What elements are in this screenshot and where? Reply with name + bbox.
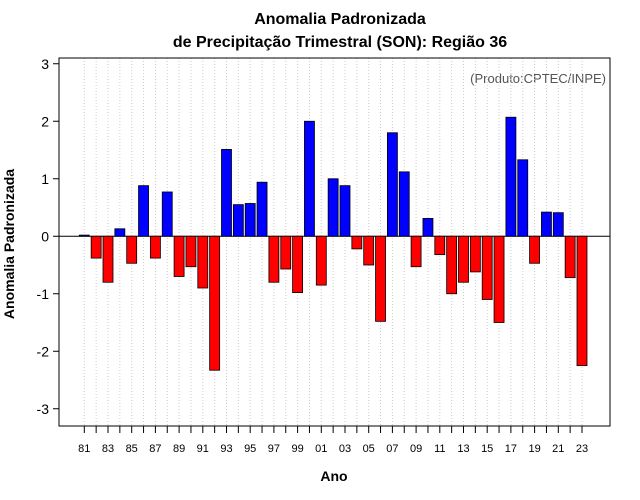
- x-tick-label: 11: [434, 443, 445, 455]
- bar-1985: [126, 235, 138, 264]
- bar-1999: [292, 235, 304, 293]
- bar-2022: [564, 235, 576, 279]
- y-axis: 3 2 1 0 -1 -2 -3: [37, 56, 59, 417]
- bar-2008: [398, 171, 410, 237]
- x-tick-label: 15: [481, 443, 493, 455]
- bar-1997: [268, 235, 280, 283]
- x-tick-label: 21: [552, 443, 564, 455]
- bar-1983: [102, 235, 114, 283]
- bar-2011: [434, 235, 446, 256]
- bar-2012: [446, 235, 458, 295]
- x-tick-label: 97: [268, 443, 280, 455]
- bar-2004: [351, 235, 363, 250]
- bar-2006: [375, 235, 386, 322]
- bar-2007: [386, 132, 398, 237]
- y-tick-label: 2: [41, 113, 49, 129]
- bar-2020: [541, 211, 552, 237]
- bar-1981: [78, 234, 90, 237]
- y-tick-label: -2: [37, 343, 50, 359]
- bar-1992: [209, 235, 221, 371]
- bar-2009: [410, 235, 422, 268]
- bar-2000: [304, 120, 315, 237]
- bar-1982: [90, 235, 102, 259]
- bar-2014: [469, 235, 481, 273]
- y-tick-label: -3: [37, 401, 50, 417]
- bar-2005: [363, 235, 375, 266]
- bar-1988: [161, 191, 173, 237]
- x-tick-label: 93: [220, 443, 232, 455]
- x-tick-label: 95: [244, 443, 256, 455]
- x-tick-label: 89: [173, 443, 185, 455]
- bar-2016: [493, 235, 505, 323]
- bar-1987: [149, 235, 161, 259]
- bar-1995: [244, 203, 256, 237]
- x-tick-label: 99: [291, 443, 303, 455]
- bar-1989: [173, 235, 185, 277]
- bar-1984: [114, 228, 126, 237]
- x-tick-label: 09: [410, 443, 422, 455]
- y-tick-label: -1: [37, 286, 50, 302]
- chart-title-line2: de Precipitação Trimestral (SON): Região…: [173, 34, 507, 51]
- bar-2023: [576, 235, 588, 367]
- x-tick-label: 83: [102, 443, 114, 455]
- bar-2017: [505, 116, 517, 237]
- bar-2001: [315, 235, 327, 286]
- y-tick-label: 1: [41, 171, 49, 187]
- bar-2013: [458, 235, 469, 283]
- bar-2019: [529, 235, 540, 264]
- x-axis: 81 83 85 87 89 91 93 95 97 99 01 03 05 07 09 11 13 15 17 19…: [78, 426, 588, 455]
- bar-2018: [517, 159, 529, 237]
- x-tick-label: 23: [576, 443, 588, 455]
- x-axis-label: Ano: [320, 468, 347, 484]
- bar-2003: [339, 185, 351, 237]
- x-tick-label: 13: [457, 443, 469, 455]
- x-tick-label: 17: [505, 443, 517, 455]
- bars-group: [78, 116, 588, 371]
- bar-2002: [327, 178, 339, 237]
- x-tick-label: 01: [315, 443, 327, 455]
- y-tick-label: 0: [41, 228, 49, 244]
- x-tick-label: 05: [363, 443, 375, 455]
- x-tick-label: 03: [339, 443, 351, 455]
- bar-1990: [185, 235, 197, 268]
- bar-1998: [280, 235, 292, 270]
- x-tick-label: 87: [149, 443, 161, 455]
- product-credit: (Produto:CPTEC/INPE): [470, 71, 606, 86]
- x-tick-label: 81: [78, 443, 90, 455]
- bar-1986: [138, 185, 149, 237]
- x-tick-label: 07: [386, 443, 398, 455]
- y-tick-label: 3: [41, 56, 49, 72]
- chart-title-line1: Anomalia Padronizada: [254, 11, 426, 28]
- bar-2021: [552, 212, 564, 237]
- x-tick-label: 19: [528, 443, 540, 455]
- y-axis-label: Anomalia Padronizada: [1, 169, 17, 319]
- plot-frame: [58, 57, 611, 427]
- bar-1994: [232, 204, 244, 237]
- x-tick-label: 85: [126, 443, 138, 455]
- bar-2015: [481, 235, 493, 300]
- bar-2010: [422, 218, 434, 237]
- x-tick-label: 91: [197, 443, 209, 455]
- bar-1993: [221, 149, 232, 237]
- bar-1991: [197, 235, 209, 289]
- bar-1996: [256, 181, 268, 237]
